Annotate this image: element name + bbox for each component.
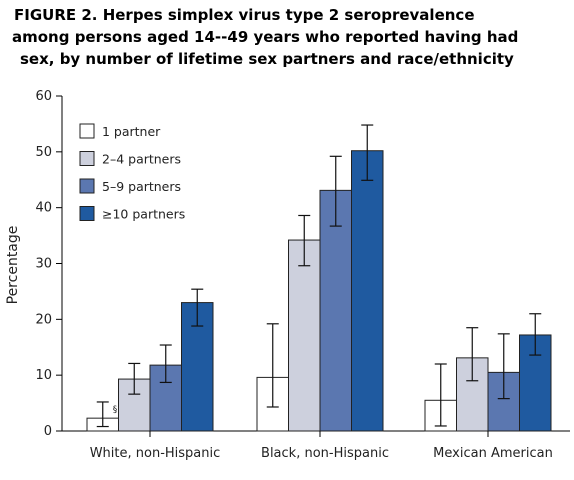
y-tick-label: 50 [35, 145, 52, 160]
category-label: White, non-Hispanic [90, 446, 221, 461]
bar [181, 302, 214, 432]
figure-title-line-3: sex, by number of lifetime sex partners … [20, 50, 514, 68]
y-tick-label: 10 [35, 368, 52, 383]
figure-title-line-2: among persons aged 14--49 years who repo… [12, 28, 519, 46]
bar [351, 150, 384, 432]
figure-title: FIGURE 2. Herpes simplex virus type 2 se… [0, 4, 574, 70]
legend-label: 5–9 partners [102, 179, 181, 194]
legend-swatch [79, 178, 95, 194]
legend-swatch [79, 206, 95, 221]
legend-label: 1 partner [102, 124, 161, 139]
legend-swatch [79, 151, 95, 166]
annotation-section-mark: § [113, 405, 118, 415]
y-tick-label: 30 [35, 257, 52, 272]
category-label: Black, non-Hispanic [261, 446, 389, 461]
y-tick-label: 60 [35, 89, 52, 104]
legend-label: 2–4 partners [102, 152, 181, 167]
y-tick-label: 20 [35, 312, 52, 327]
legend-swatch [79, 123, 95, 139]
legend-label: ≥10 partners [102, 207, 185, 222]
figure-title-line-1: FIGURE 2. Herpes simplex virus type 2 se… [14, 6, 475, 24]
category-label: Mexican American [433, 446, 553, 461]
y-axis-label: Percentage [5, 226, 21, 305]
y-tick-label: 0 [44, 424, 52, 439]
bar [288, 239, 321, 432]
y-tick-label: 40 [35, 201, 52, 216]
